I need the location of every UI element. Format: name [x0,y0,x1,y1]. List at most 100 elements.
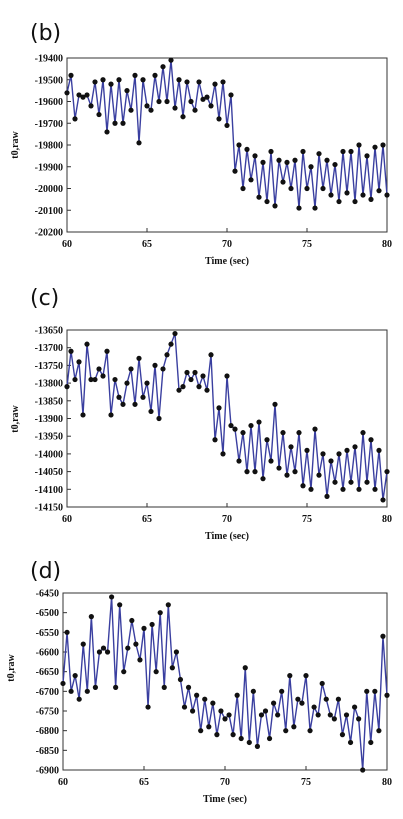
data-point [164,352,170,358]
data-point [368,437,374,443]
data-point [252,153,258,159]
x-axis-label: Time (sec) [205,531,249,542]
data-point [160,64,166,70]
data-point [339,732,346,738]
data-point [136,140,142,146]
data-point [188,98,194,105]
data-point [181,704,188,710]
x-tick-label: 65 [139,777,149,788]
data-point [272,203,278,209]
data-point [169,665,175,671]
data-point [272,401,278,407]
y-tick-label: -19600 [35,97,63,108]
data-point [244,469,250,475]
x-axis-label: Time (sec) [203,794,247,805]
data-point [224,373,230,379]
data-point [208,352,214,358]
data-point [344,447,350,453]
data-point [327,712,333,718]
data-point [304,447,310,453]
y-axis-label: t0,raw [10,404,21,432]
data-point [296,430,302,436]
data-point [228,92,234,98]
y-tick-label: -13800 [35,379,63,390]
data-point [100,645,107,651]
data-point [384,469,390,475]
data-point [260,159,266,165]
data-point [184,79,190,85]
data-point [256,194,262,200]
data-point [384,692,390,698]
data-point [308,164,314,170]
data-point [360,192,366,198]
data-point [276,157,282,163]
data-point [295,696,301,702]
x-tick-label: 75 [302,514,312,525]
data-point [149,621,155,628]
data-point [376,447,382,453]
x-tick-label: 65 [142,239,152,250]
data-point [198,728,204,734]
data-point [200,373,206,379]
data-point [258,712,265,718]
data-point [316,151,322,157]
data-point [280,179,286,185]
data-point [72,376,78,383]
data-point [268,458,274,464]
data-point [212,437,218,443]
data-point [80,94,86,100]
data-point [230,732,236,738]
data-point [275,712,281,718]
data-point [88,614,94,620]
x-tick-label: 70 [222,239,232,250]
series-line [66,60,388,209]
data-point [380,633,386,639]
data-point [185,684,192,691]
data-point [80,641,86,647]
data-point [232,426,238,432]
data-point [280,430,286,436]
data-point [140,394,146,400]
data-point [145,704,151,710]
data-point [336,198,342,205]
y-tick-label: -13900 [35,414,63,425]
data-point [113,684,119,691]
data-point [323,696,329,702]
data-point [104,348,110,354]
plot-frame [62,592,388,771]
data-point [80,412,86,418]
data-point [133,641,139,647]
data-point [164,98,170,105]
y-tick-label: -6450 [36,589,59,600]
data-point [92,376,98,383]
data-point [352,198,358,205]
data-point [84,92,90,98]
data-point [196,79,202,85]
chart-panel-1: (b) -19400 -19500 -19600 -19700 -19800 -19900 -… [10,21,392,267]
y-tick-label: -19900 [35,162,63,173]
data-point [100,77,106,83]
data-point [160,366,166,372]
data-point [279,688,285,694]
y-axis-label: t0,raw [6,653,17,681]
data-point [64,384,70,390]
x-tick-label: 80 [382,777,392,788]
plot-frame [66,57,388,233]
data-point [384,192,390,198]
data-point [92,79,98,85]
data-point [68,688,74,694]
data-point [268,148,274,155]
data-point [304,185,310,192]
y-tick-label: -6550 [36,628,59,639]
data-point [320,185,326,192]
y-tick-label: -6650 [36,667,59,678]
data-point [271,700,277,706]
data-point [64,629,70,635]
y-tick-label: -20200 [35,228,63,239]
data-point [129,617,135,624]
data-point [288,185,294,192]
y-tick-label: -13650 [35,326,63,337]
data-point [202,696,208,702]
x-tick-label: 60 [58,777,68,788]
data-point [60,680,66,687]
